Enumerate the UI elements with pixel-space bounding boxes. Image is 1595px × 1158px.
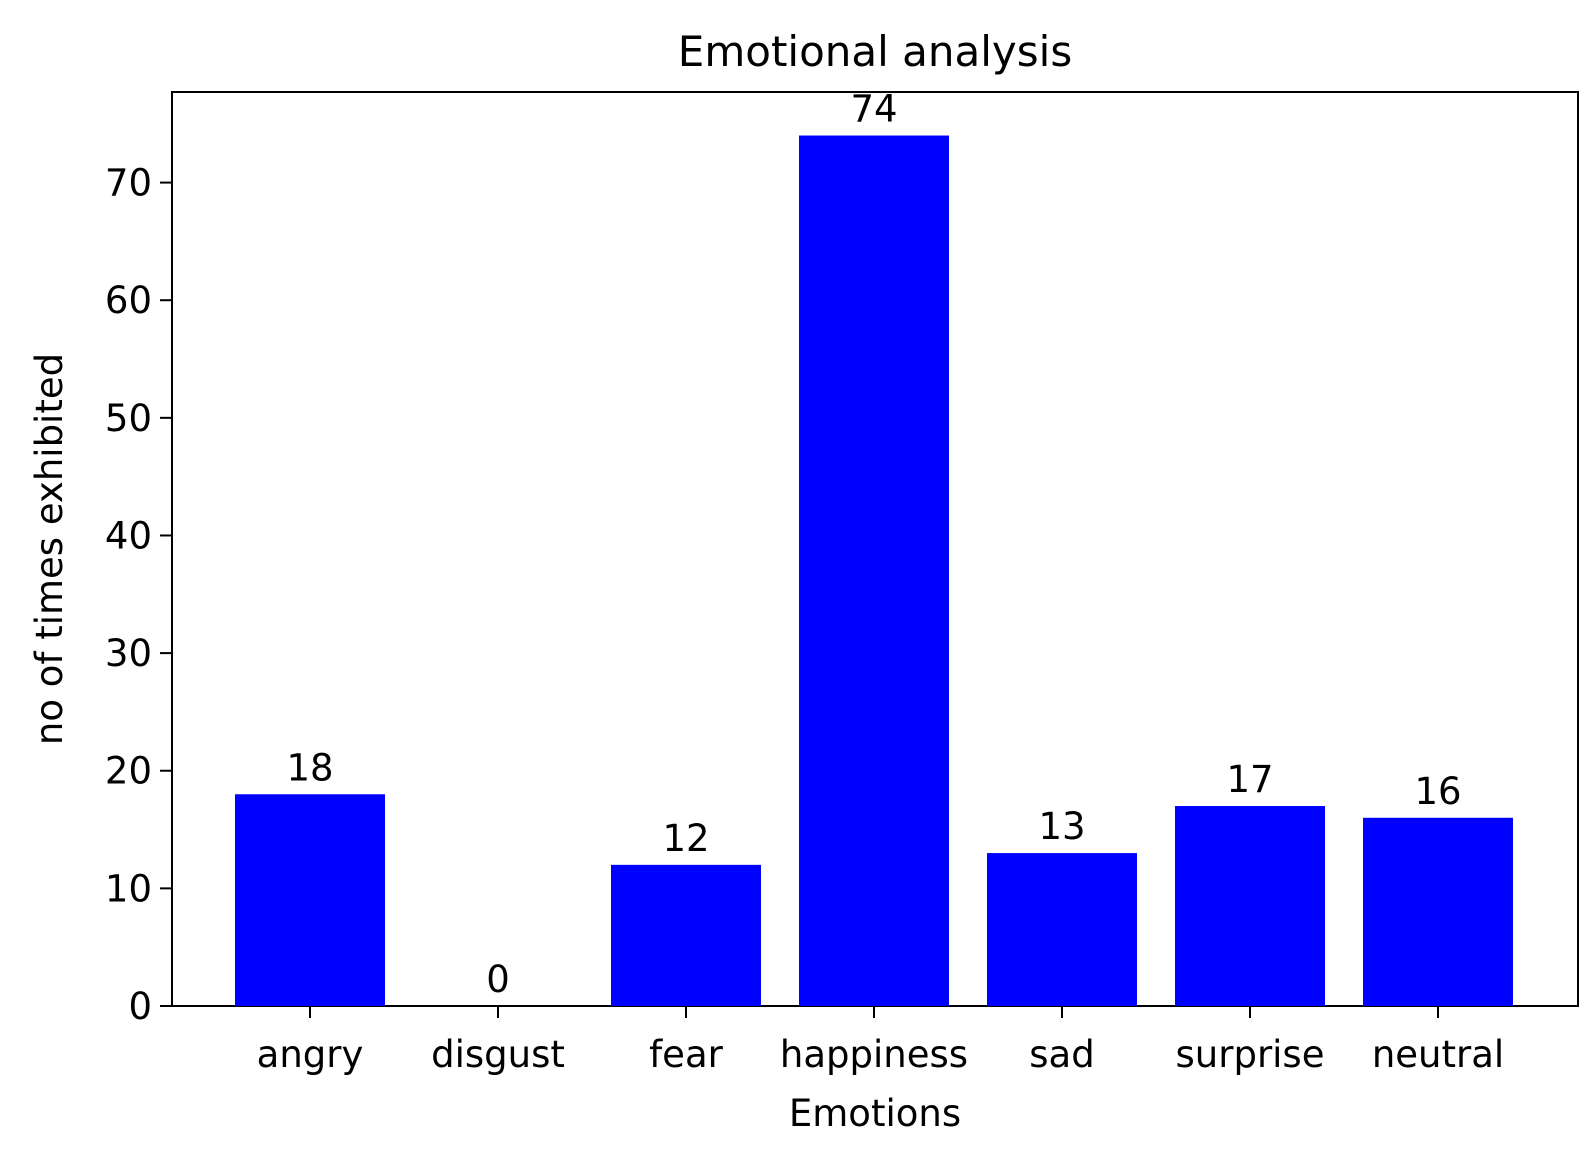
data-label-surprise: 17 — [1226, 758, 1273, 801]
x-axis: angry disgust fear happiness sad surprise neut… — [257, 1006, 1504, 1076]
y-tick-label-70: 70 — [105, 162, 152, 205]
bar-sad — [987, 853, 1137, 1006]
y-tick-label-10: 10 — [105, 867, 152, 910]
data-label-fear: 12 — [662, 817, 709, 860]
y-tick-label-40: 40 — [105, 514, 152, 557]
bar-neutral — [1363, 817, 1513, 1006]
data-label-happiness: 74 — [850, 88, 897, 131]
x-tick-label-happiness: happiness — [780, 1033, 968, 1076]
data-label-angry: 18 — [286, 746, 333, 789]
x-tick-label-disgust: disgust — [431, 1033, 565, 1076]
bar-angry — [235, 794, 385, 1006]
x-tick-label-angry: angry — [257, 1033, 364, 1076]
y-tick-label-50: 50 — [105, 397, 152, 440]
data-label-disgust: 0 — [486, 958, 510, 1001]
data-label-neutral: 16 — [1414, 770, 1461, 813]
chart-title: Emotional analysis — [678, 27, 1072, 76]
bar-surprise — [1175, 806, 1325, 1006]
x-tick-label-sad: sad — [1029, 1033, 1094, 1076]
x-axis-label: Emotions — [789, 1092, 961, 1135]
bar-happiness — [799, 135, 949, 1006]
x-tick-label-neutral: neutral — [1372, 1033, 1504, 1076]
y-tick-label-60: 60 — [105, 279, 152, 322]
y-tick-label-30: 30 — [105, 632, 152, 675]
bar-fear — [611, 864, 761, 1006]
y-axis-label: no of times exhibited — [28, 353, 71, 745]
y-tick-label-0: 0 — [128, 985, 152, 1028]
y-tick-label-20: 20 — [105, 750, 152, 793]
x-tick-label-fear: fear — [649, 1033, 723, 1076]
y-axis: 0 10 20 30 40 50 60 70 — [105, 162, 172, 1028]
x-tick-label-surprise: surprise — [1176, 1033, 1325, 1076]
data-label-sad: 13 — [1038, 805, 1085, 848]
data-labels-group: 18 0 12 74 13 17 16 — [286, 88, 1461, 1001]
bars-group — [235, 135, 1513, 1006]
